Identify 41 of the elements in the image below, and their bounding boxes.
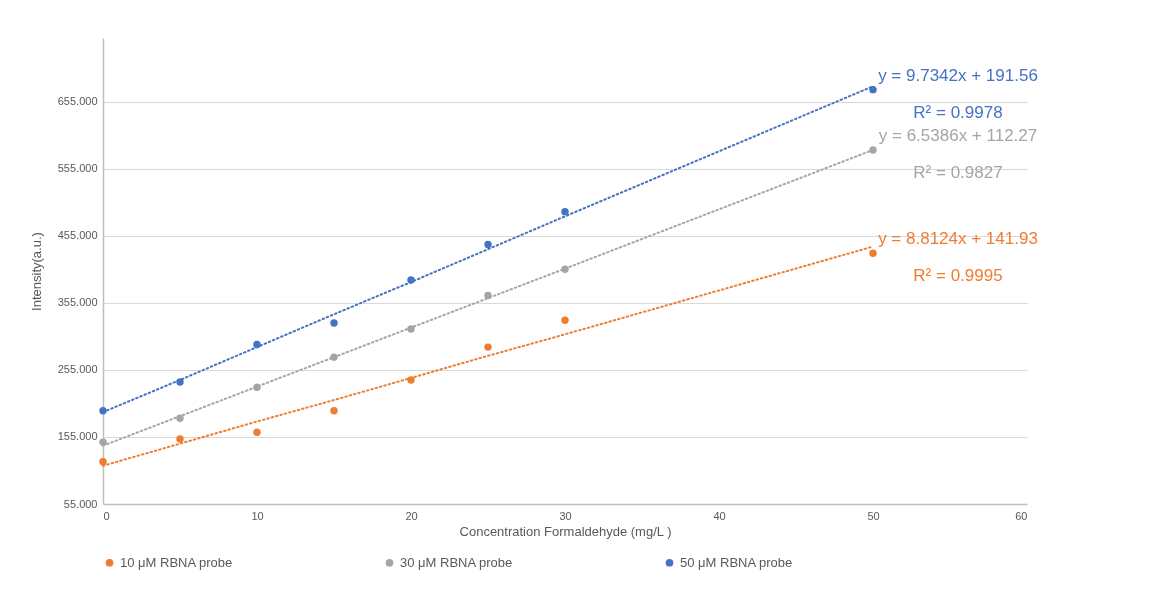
point (561, 316, 569, 324)
x-tick-label: 10 (251, 509, 264, 522)
point (99, 438, 107, 447)
x-tick-label: 60 (1015, 509, 1028, 522)
annotation: y = 9.7342x + 191.56 (878, 65, 1038, 85)
point (484, 343, 492, 351)
y-tick-label: 555.000 (57, 162, 98, 175)
point (869, 146, 877, 154)
legend-label: 10 μM RBNA probe (120, 554, 233, 570)
annotation: R² = 0.9827 (913, 162, 1003, 182)
y-tick-label: 355.000 (57, 296, 98, 309)
x-tick-label: 20 (405, 509, 418, 522)
annotation: y = 6.5386x + 112.27 (878, 125, 1038, 145)
y-axis-title: Intensity(a.u.) (28, 232, 44, 311)
x-tick-label: 30 (559, 509, 572, 522)
point (407, 325, 415, 333)
annotation: R² = 0.9978 (913, 102, 1003, 122)
point (176, 435, 184, 443)
point (869, 85, 877, 94)
point (561, 207, 569, 216)
annotation: R² = 0.9995 (913, 266, 1003, 286)
point (330, 407, 338, 415)
point (869, 249, 877, 257)
point (253, 428, 261, 436)
point (484, 240, 492, 249)
x-tick-label: 40 (713, 509, 726, 522)
y-tick-label: 155.000 (57, 430, 98, 443)
point (99, 458, 107, 466)
point (99, 407, 107, 415)
legend-label: 50 μM RBNA probe (680, 554, 793, 570)
x-tick-label: 0 (103, 509, 110, 522)
point (407, 376, 415, 384)
y-tick-label: 655.000 (57, 95, 98, 108)
legend-label: 30 μM RBNA probe (400, 554, 513, 570)
y-tick-label: 55.000 (63, 497, 98, 510)
annotation: y = 8.8124x + 141.93 (878, 229, 1038, 249)
y-tick-label: 455.000 (57, 229, 98, 242)
point (330, 319, 338, 327)
y-tick-label: 255.000 (57, 363, 98, 376)
x-axis-title: Concentration Formaldehyde (mg/L ) (459, 523, 672, 539)
x-tick-label: 50 (867, 509, 880, 522)
